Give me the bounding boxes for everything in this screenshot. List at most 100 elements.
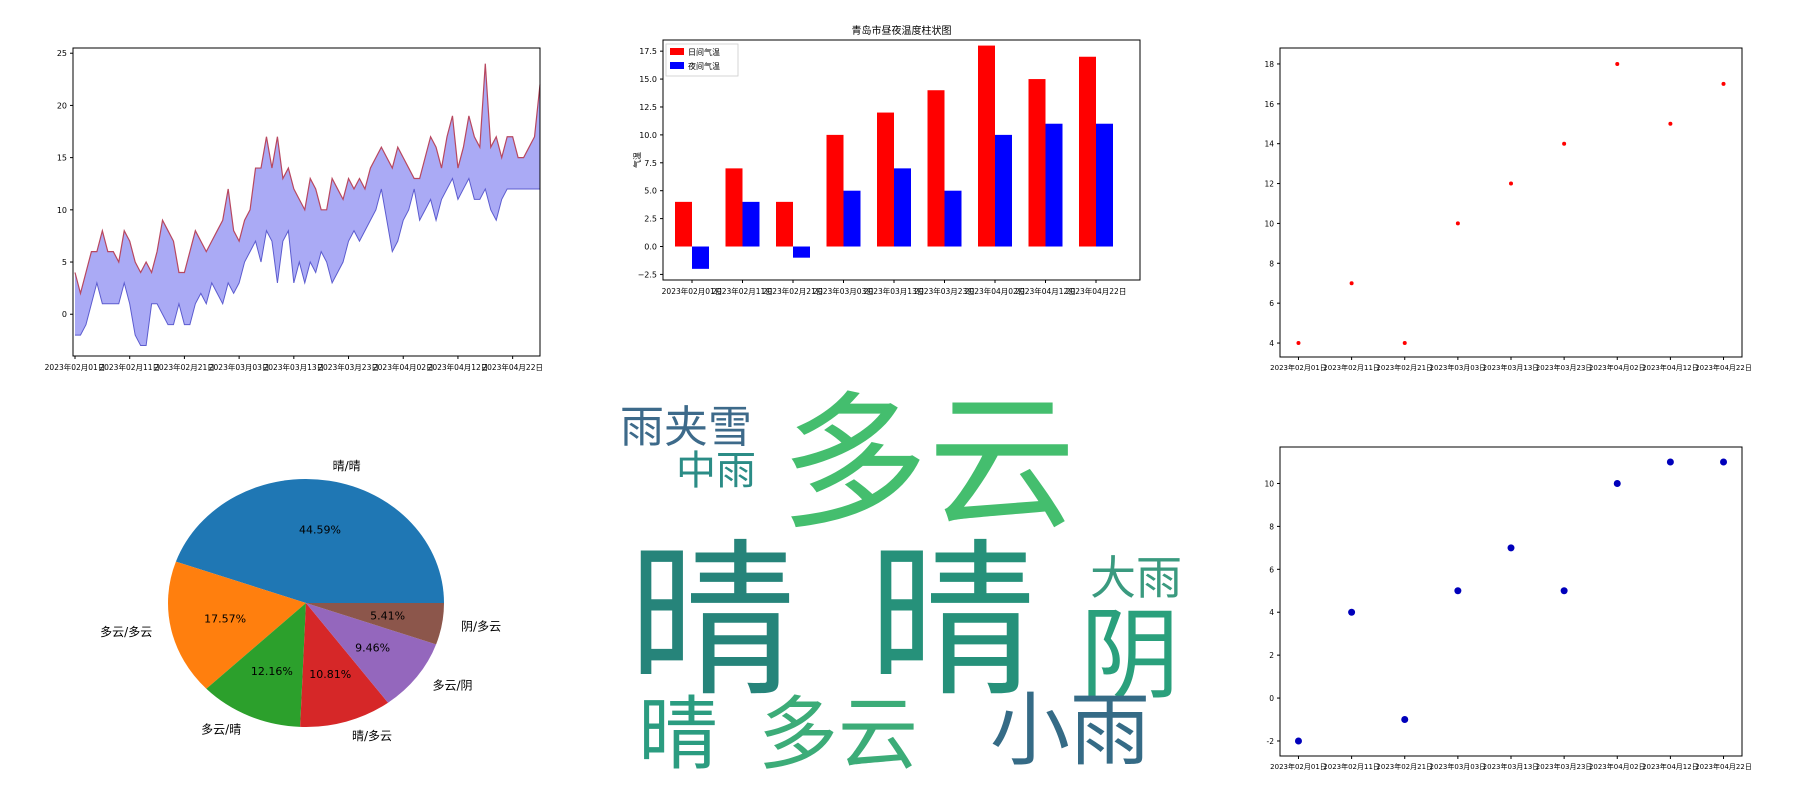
y-tick-label: 0.0: [644, 243, 657, 252]
y-tick-label: 4: [1269, 339, 1274, 348]
x-tick-label: 2023年04月12日: [1642, 762, 1699, 771]
x-tick-label: 2023年02月11日: [1323, 762, 1380, 771]
pie-slice: [175, 479, 445, 603]
x-tick-label: 2023年02月01日: [1270, 762, 1327, 771]
x-tick-label: 2023年02月21日: [154, 362, 215, 372]
word-cloud-word: 晴: [868, 524, 1036, 720]
word-cloud-word: 晴: [628, 524, 796, 720]
y-tick-label: 8: [1269, 522, 1274, 531]
day-temperature-bar: [927, 90, 945, 247]
x-tick-label: 2023年04月22日: [1695, 762, 1752, 771]
x-tick-label: 2023年04月22日: [1695, 363, 1752, 372]
y-tick-label: 15.0: [639, 75, 657, 84]
night-temperature-bar: [1045, 123, 1063, 247]
x-tick-label: 2023年02月11日: [712, 286, 773, 296]
y-tick-label: 12.5: [639, 103, 657, 112]
y-tick-label: 14: [1264, 140, 1274, 149]
y-tick-label: 6: [1269, 299, 1274, 308]
night-temperature-bar: [1096, 123, 1113, 247]
day-temperature-scatter: 46810121416182023年02月01日2023年02月11日2023年…: [1264, 47, 1752, 372]
day-temperature-bar: [1079, 56, 1096, 247]
y-tick-label: 2: [1269, 651, 1274, 660]
x-tick-label: 2023年04月02日: [1589, 363, 1646, 372]
scatter-point: [1720, 458, 1728, 466]
y-tick-label: 10: [1264, 219, 1274, 228]
x-tick-label: 2023年04月02日: [1589, 762, 1646, 771]
y-tick-label: 17.5: [639, 47, 657, 56]
weather-word-cloud: 雨夹雪 中雨 多云 晴 晴 大雨 阴 晴 多云 小雨: [620, 378, 1182, 781]
pie-slice-label: 多云/晴: [201, 723, 241, 737]
x-tick-label: 2023年03月23日: [914, 286, 975, 296]
legend-label: 日间气温: [688, 47, 720, 57]
x-tick-label: 2023年04月22日: [1066, 286, 1127, 296]
word-cloud-word: 雨夹雪: [620, 402, 752, 453]
y-tick-label: 7.5: [644, 159, 657, 168]
pie-percent-label: 44.59%: [299, 524, 341, 537]
x-tick-label: 2023年03月23日: [1536, 363, 1593, 372]
x-tick-label: 2023年04月02日: [965, 286, 1026, 296]
temperature-band-fill: [75, 63, 540, 346]
word-cloud-word: 大雨: [1090, 551, 1182, 605]
x-tick-label: 2023年04月02日: [373, 362, 434, 372]
y-axis-label: 气温: [632, 152, 642, 168]
y-tick-label: 18: [1264, 60, 1274, 69]
x-tick-label: 2023年03月03日: [813, 286, 874, 296]
x-tick-label: 2023年02月01日: [45, 362, 106, 372]
day-night-temperature-bar-chart: 青岛市昼夜温度柱状图 −2.5 0.0 2.5 5.0 7.5 10.0 12.5 15.0 17…: [632, 24, 1141, 296]
scatter-point: [1401, 716, 1409, 724]
y-tick-label: 4: [1269, 608, 1274, 617]
x-tick-label: 2023年03月03日: [209, 362, 270, 372]
x-tick-label: 2023年04月12日: [1642, 363, 1699, 372]
word-cloud-word: 小雨: [990, 684, 1150, 777]
plot-frame: [662, 39, 1141, 281]
day-temperature-bar: [978, 45, 995, 247]
scatter-point: [1296, 341, 1301, 346]
scatter-point: [1455, 221, 1460, 226]
night-temperature-scatter: -2 0 2 4 6 8 10 2023年02月01日2023年02月11日2023年02月2…: [1264, 446, 1752, 771]
night-temperature-bar: [995, 134, 1012, 247]
day-temperature-bar: [1028, 79, 1046, 247]
scatter-point: [1348, 608, 1356, 616]
y-tick-label: 8: [1269, 259, 1274, 268]
scatter-point: [1454, 587, 1462, 595]
x-tick-label: 2023年04月22日: [482, 362, 543, 372]
pie-percent-label: 17.57%: [204, 613, 246, 626]
pie-slice: [168, 561, 306, 689]
scatter-point: [1668, 121, 1673, 126]
night-temperature-bar: [894, 168, 911, 247]
pie-percent-label: 9.46%: [355, 641, 390, 654]
night-temperature-bar: [793, 246, 810, 258]
y-tick-label: 5.0: [644, 187, 657, 196]
pie-slice-label: 晴/多云: [352, 729, 392, 743]
high-temperature-line: [74, 63, 541, 296]
word-cloud-word: 中雨: [676, 448, 756, 494]
pie-slice-label: 阴/多云: [461, 619, 501, 633]
x-tick-label: 2023年03月13日: [263, 362, 324, 372]
scatter-point: [1509, 181, 1513, 186]
legend-swatch: [670, 62, 684, 69]
y-tick-label: 2.5: [644, 215, 657, 224]
x-tick-label: 2023年02月21日: [763, 286, 824, 296]
day-temperature-bar: [725, 168, 743, 247]
x-tick-label: 2023年03月13日: [1483, 363, 1540, 372]
legend-swatch: [670, 48, 684, 55]
day-temperature-bar: [776, 201, 793, 247]
word-cloud-word: 多云: [758, 688, 918, 781]
pie-slice-label: 多云/多云: [100, 625, 152, 639]
pie-slice-label: 晴/晴: [333, 459, 361, 473]
y-tick-label: 16: [1264, 100, 1274, 109]
plot-frame: [1279, 47, 1743, 358]
y-tick-label: 0: [1269, 694, 1274, 703]
word-cloud-word: 阴: [1080, 597, 1180, 714]
pie-percent-label: 5.41%: [370, 610, 405, 623]
x-tick-label: 2023年03月03日: [1430, 762, 1487, 771]
chart-title: 青岛市昼夜温度柱状图: [852, 24, 952, 37]
pie-slice: [206, 603, 306, 727]
day-temperature-bar: [826, 134, 844, 247]
x-tick-label: 2023年03月13日: [864, 286, 925, 296]
x-tick-label: 2023年02月01日: [1270, 363, 1327, 372]
y-tick-label: 15: [57, 154, 67, 163]
scatter-point: [1613, 479, 1621, 487]
scatter-point: [1562, 141, 1567, 146]
pie-slice-label: 多云/阴: [432, 679, 472, 693]
